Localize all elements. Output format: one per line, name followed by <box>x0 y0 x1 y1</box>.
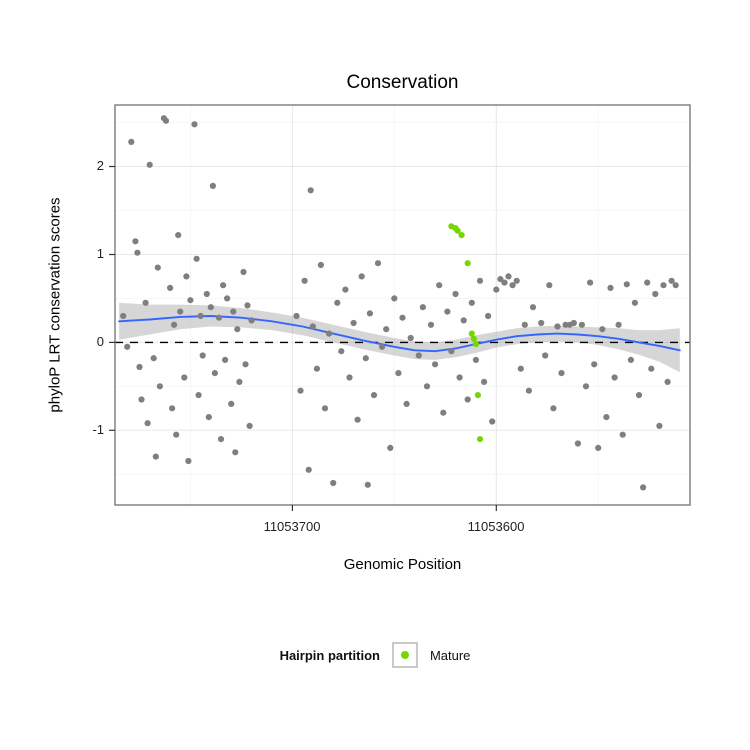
x-tick-label-11053600: 11053600 <box>467 519 525 534</box>
chart-title: Conservation <box>346 72 459 93</box>
y-tick-label-0: 0 <box>96 334 104 349</box>
y-axis-title: phyloP LRT conservation scores <box>46 197 64 413</box>
y-tick-label-2: 2 <box>96 158 104 173</box>
conservation-scatter-plot <box>109 104 691 511</box>
legend-key <box>391 642 418 668</box>
x-axis-title: Genomic Position <box>343 556 462 573</box>
y-tick-label-neg1: -1 <box>92 422 104 437</box>
legend-entry-mature: Mature <box>429 647 471 663</box>
y-tick-label-1: 1 <box>96 246 104 261</box>
x-tick-label-11053700: 11053700 <box>263 519 321 534</box>
legend-title: Hairpin partition <box>279 647 380 663</box>
mature-point-icon <box>400 651 409 659</box>
legend: Hairpin partition Mature <box>0 642 750 668</box>
